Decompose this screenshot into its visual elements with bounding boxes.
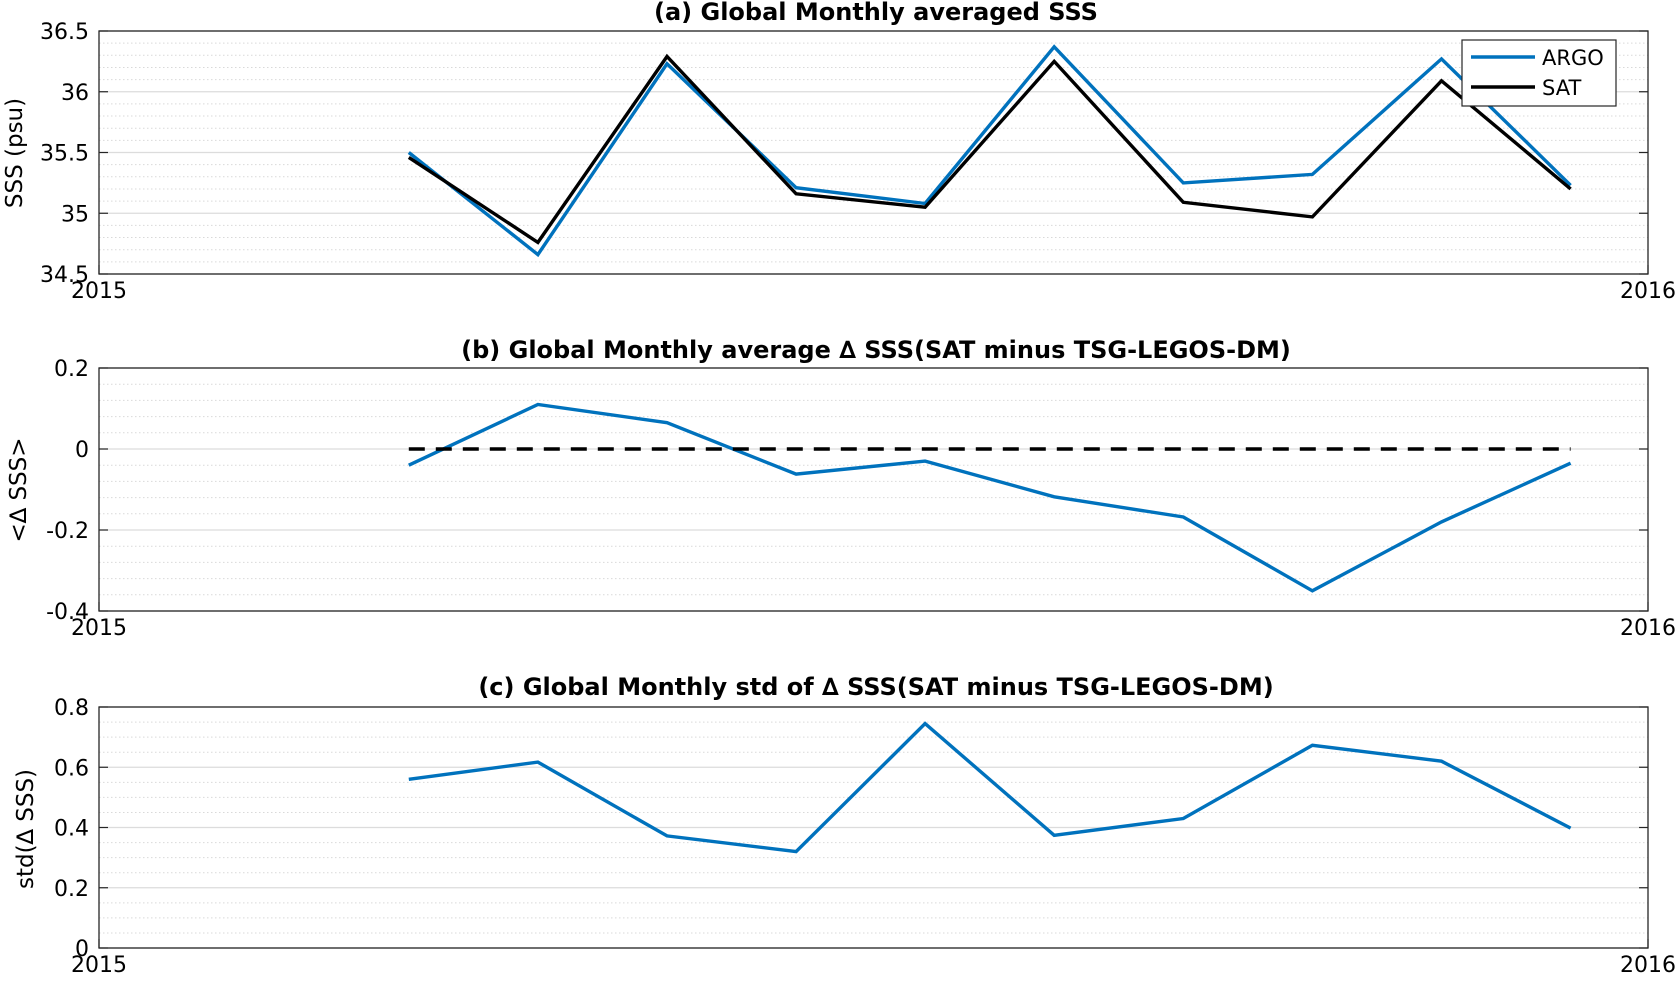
- panel-c-title: (c) Global Monthly std of ∆ SSS(SAT minu…: [478, 673, 1273, 701]
- panel-c-ylabel: std(∆ SSS): [13, 769, 39, 889]
- panel-a-title: (a) Global Monthly averaged SSS: [654, 0, 1098, 26]
- panel-a-y-tick-label: 36.5: [40, 20, 89, 45]
- legend: ARGO SAT: [1461, 39, 1617, 107]
- panel-a-axes-box: [98, 30, 1649, 275]
- panel-a-ylabel: SSS (psu): [2, 98, 28, 208]
- panel-c-x-tick-label: 2015: [71, 953, 127, 978]
- panel-c-x-tick-label: 2016: [1620, 953, 1676, 978]
- panel-c-y-tick-label: 0.4: [54, 817, 89, 842]
- panel-a: (a) Global Monthly averaged SSS SSS (psu…: [2, 0, 1676, 304]
- panel-b-series-delta-sss-line: [408, 402, 1572, 593]
- panel-b-y-tick-label: 0.2: [54, 357, 89, 382]
- panel-a-y-tick-label: 35: [61, 202, 89, 227]
- panel-b-y-tick-label: 0: [75, 438, 89, 463]
- panel-c-plot-area: 0 0.2 0.4 0.6 0.8 2015 2016: [54, 696, 1676, 978]
- panel-c-series-delta-sss-line: [408, 721, 1572, 854]
- panel-a-y-tick-label: 34.5: [40, 263, 89, 288]
- panel-c-y-tick-label: 0: [75, 937, 89, 962]
- panel-c-y-tick-label: 0.8: [54, 696, 89, 721]
- legend-sat-label: SAT: [1542, 76, 1581, 100]
- panel-a-plot-area: 34.5 35 35.5 36 36.5 2015 2016: [40, 20, 1676, 304]
- panel-a-x-tick-label: 2016: [1620, 279, 1676, 304]
- panel-b-title: (b) Global Monthly average ∆ SSS(SAT min…: [461, 336, 1291, 364]
- panel-b-axes-box: [98, 367, 1649, 612]
- panel-a-x-tick-label: 2015: [71, 279, 127, 304]
- panel-b-ylabel: <∆ SSS>: [6, 437, 32, 542]
- panel-c: (c) Global Monthly std of ∆ SSS(SAT minu…: [13, 673, 1676, 978]
- panel-a-y-tick-label: 36: [61, 81, 89, 106]
- panel-a-series-argo-line: [407, 44, 1572, 258]
- panel-b: (b) Global Monthly average ∆ SSS(SAT min…: [6, 336, 1676, 641]
- panel-b-x-tick-label: 2015: [71, 616, 127, 641]
- panel-b-y-tick-label: -0.4: [46, 600, 89, 625]
- panel-a-y-tick-label: 35.5: [40, 142, 89, 167]
- legend-argo-label: ARGO: [1542, 46, 1604, 70]
- panel-a-series-sat-line: [407, 53, 1572, 245]
- panel-b-y-tick-label: -0.2: [46, 519, 89, 544]
- panel-b-plot-area: -0.4 -0.2 0 0.2 2015 2016: [46, 357, 1676, 641]
- panel-c-y-tick-label: 0.6: [54, 756, 89, 781]
- panel-c-y-tick-label: 0.2: [54, 877, 89, 902]
- panel-b-x-tick-label: 2016: [1620, 616, 1676, 641]
- panel-c-axes-box: [98, 706, 1649, 949]
- legend-box: [1461, 39, 1617, 107]
